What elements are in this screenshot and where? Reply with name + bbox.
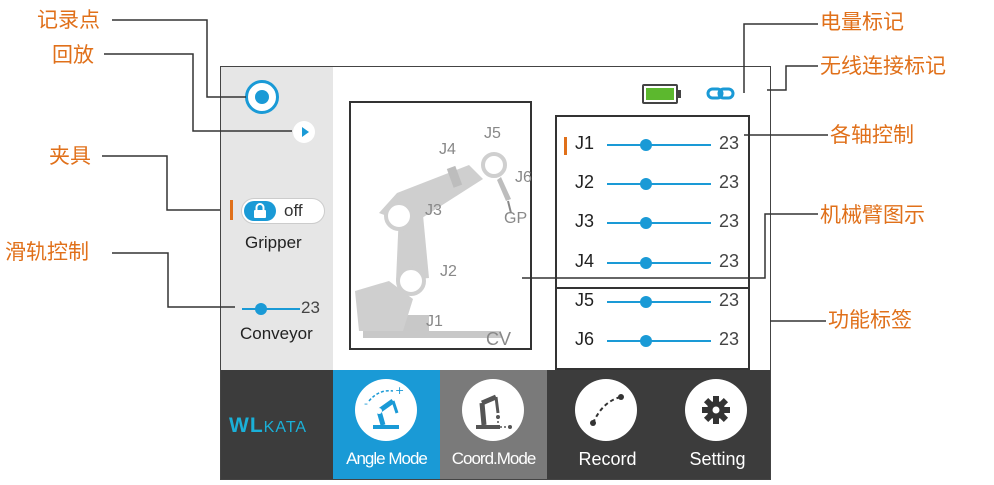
playback-button[interactable] (293, 121, 315, 143)
arm-label-j1: J1 (426, 313, 443, 330)
left-panel: off Gripper 23 Conveyor (221, 67, 333, 370)
arm-label-j5: J5 (484, 125, 501, 142)
arm-label-cv: CV (486, 329, 512, 349)
arm-diagram-callout: 机械臂图示 (820, 203, 925, 227)
tab-setting-circle (685, 379, 747, 441)
joint-active-marker (564, 137, 567, 155)
conveyor-slider-knob[interactable] (255, 303, 267, 315)
tab-record-circle (575, 379, 637, 441)
joint-value: 23 (719, 211, 740, 231)
joint-slider-track[interactable] (607, 144, 711, 146)
joint-control-panel: J1 23 J2 23 J3 23 J4 23 J5 23 J6 23 (555, 115, 750, 370)
joint-value: 23 (719, 172, 740, 192)
record-point-button[interactable] (245, 80, 279, 114)
gripper-label: Gripper (245, 233, 302, 252)
function-bar: WLKATA + - Angle Mode (221, 370, 770, 479)
arm-diagram: J1 J2 J3 J4 J5 J6 GP CV (349, 101, 532, 350)
conveyor-slider-track[interactable] (242, 308, 300, 310)
joint-value: 23 (719, 251, 740, 271)
function-tabs-callout: 功能标签 (828, 308, 912, 332)
wireless-link-icon (706, 87, 735, 100)
brand-logo: WLKATA (229, 414, 308, 437)
arm-label-gp: GP (504, 210, 528, 227)
svg-text:-: - (364, 397, 368, 410)
tab-setting[interactable]: Setting (665, 370, 770, 479)
joint-value: 23 (719, 329, 740, 349)
playback-callout: 回放 (52, 43, 94, 67)
joint-slider-knob[interactable] (640, 296, 652, 308)
gripper-callout: 夹具 (49, 144, 91, 168)
joint-value: 23 (719, 290, 740, 310)
axis-control-callout: 各轴控制 (830, 123, 914, 147)
joint-label: J3 (575, 211, 595, 231)
battery-mark-callout: 电量标记 (820, 10, 904, 34)
arm-label-j6: J6 (515, 169, 532, 186)
battery-icon (642, 84, 681, 104)
joint-slider-knob[interactable] (640, 335, 652, 347)
svg-text:+: + (395, 384, 404, 397)
tab-angle-mode[interactable]: + - Angle Mode (333, 370, 440, 479)
joint-group-divider (557, 287, 748, 289)
tab-coord-mode-label: Coord.Mode (451, 449, 537, 468)
tab-record[interactable]: Record (555, 370, 660, 479)
joint-label: J5 (575, 290, 595, 310)
device-screen: off Gripper 23 Conveyor J1 (220, 66, 771, 480)
tab-setting-label: Setting (689, 449, 746, 469)
joint-slider-track[interactable] (607, 340, 711, 342)
tab-coord-mode-circle (462, 379, 524, 441)
joint-label: J4 (575, 251, 595, 271)
gripper-active-marker (230, 200, 233, 220)
conveyor-label: Conveyor (240, 324, 313, 343)
tab-angle-mode-circle: + - (355, 379, 417, 441)
lock-icon (254, 203, 266, 218)
robot-arm-illustration (355, 152, 512, 338)
gear-icon (702, 396, 730, 424)
arm-label-j2: J2 (440, 263, 457, 280)
joint-slider-track[interactable] (607, 183, 711, 185)
joint-value: 23 (719, 133, 740, 153)
rail-control-callout: 滑轨控制 (5, 240, 89, 264)
tab-angle-mode-label: Angle Mode (346, 449, 428, 468)
joint-slider-knob[interactable] (640, 178, 652, 190)
coord-mode-icon (476, 394, 512, 429)
joint-slider-track[interactable] (607, 301, 711, 303)
arm-label-j4: J4 (439, 141, 456, 158)
tab-record-label: Record (578, 449, 637, 469)
gripper-lock-knob (244, 201, 276, 221)
joint-slider-knob[interactable] (640, 139, 652, 151)
tab-coord-mode[interactable]: Coord.Mode (440, 370, 547, 479)
joint-slider-knob[interactable] (640, 217, 652, 229)
record-dot-icon (255, 90, 269, 104)
joint-label: J6 (575, 329, 595, 349)
joint-label: J1 (575, 133, 595, 153)
joint-slider-track[interactable] (607, 222, 711, 224)
joint-slider-knob[interactable] (640, 257, 652, 269)
record-curve-icon (590, 394, 624, 426)
wireless-mark-callout: 无线连接标记 (820, 54, 946, 78)
record-point-callout: 记录点 (37, 8, 100, 32)
gripper-state: off (284, 201, 303, 220)
angle-mode-icon: + - (364, 384, 404, 429)
gripper-toggle[interactable]: off (241, 198, 325, 224)
arm-label-j3: J3 (425, 202, 442, 219)
joint-slider-track[interactable] (607, 262, 711, 264)
play-icon (302, 127, 309, 137)
conveyor-value: 23 (301, 298, 320, 317)
joint-label: J2 (575, 172, 595, 192)
